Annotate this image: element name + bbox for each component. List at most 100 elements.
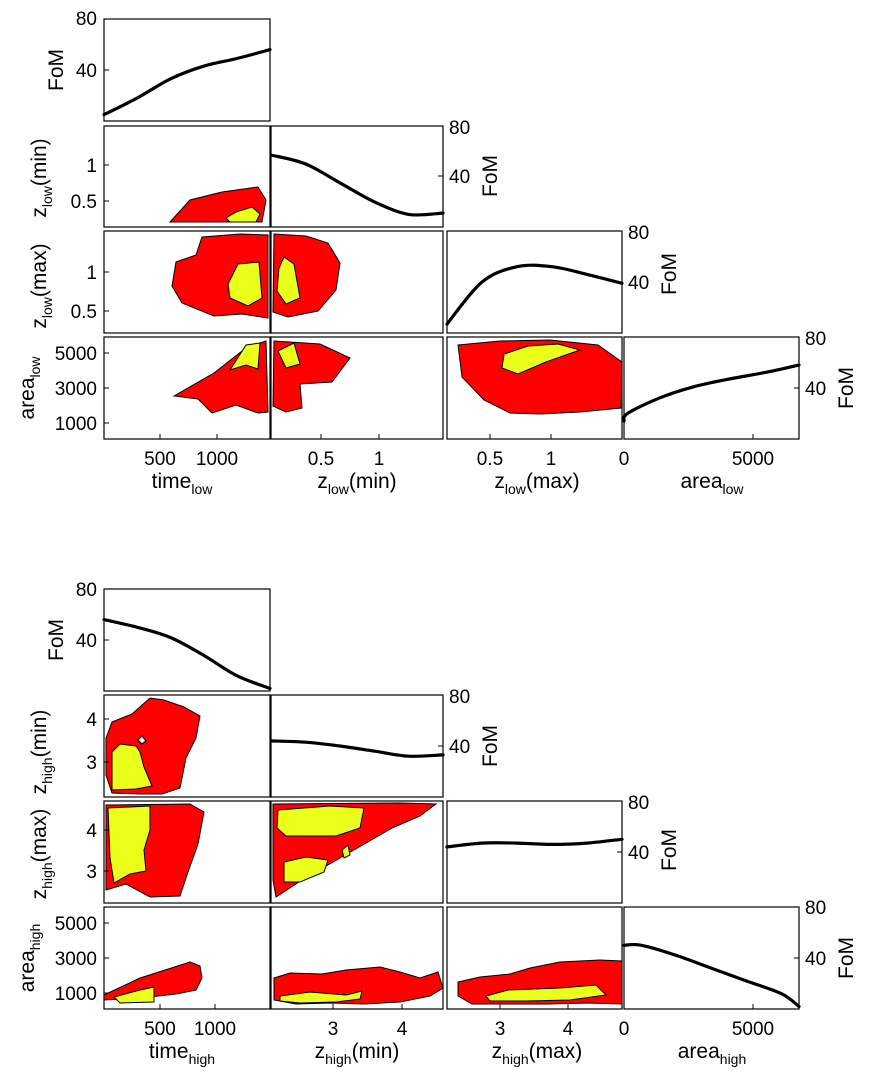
x-tick-label: 1 xyxy=(374,449,385,470)
panel-frame xyxy=(623,336,800,440)
y-tick-label: 5000 xyxy=(55,344,97,365)
y-tick-label: 4 xyxy=(86,710,97,731)
fom-axis-label: FoM xyxy=(45,49,68,91)
x-tick-label: 3 xyxy=(495,1019,506,1040)
x-axis-label: zhigh(max) xyxy=(492,1040,583,1067)
y-axis-label: arealow xyxy=(16,356,43,420)
contour-inner xyxy=(341,844,351,859)
x-tick-label: 1000 xyxy=(196,449,238,470)
y-tick-label: 0.5 xyxy=(71,192,97,213)
x-tick-label: 0.5 xyxy=(477,449,503,470)
fom-axis-label: FoM xyxy=(835,367,858,409)
x-tick-label: 500 xyxy=(144,1019,176,1040)
x-tick-label: 500 xyxy=(144,449,176,470)
corner-plot-high: 80 40 FoM 80 40 FoM 80 40 FoM 80 40 FoM … xyxy=(16,580,858,1067)
fom-curve-time-high xyxy=(102,618,272,691)
fom-tick-label: 80 xyxy=(76,580,97,601)
fom-curve-z-low-max xyxy=(445,263,624,326)
x-axis-label: timelow xyxy=(152,470,214,497)
panel-frame xyxy=(446,230,623,334)
x-tick-label: 0 xyxy=(619,1019,630,1040)
fom-tick-label: 40 xyxy=(805,379,826,400)
contour-inner xyxy=(113,986,155,1004)
fom-tick-label: 80 xyxy=(628,223,649,244)
panel-frame xyxy=(103,588,271,692)
panel-frame xyxy=(446,800,623,904)
y-tick-label: 3 xyxy=(86,862,97,883)
x-axis-label: areahigh xyxy=(678,1040,747,1067)
x-tick-label: 4 xyxy=(563,1019,574,1040)
y-tick-label: 1000 xyxy=(55,984,97,1005)
panel-frame xyxy=(270,694,444,798)
y-axis-label: zlow(min) xyxy=(28,138,55,217)
fom-tick-label: 40 xyxy=(628,273,649,294)
x-tick-label: 0 xyxy=(619,449,630,470)
y-tick-label: 5000 xyxy=(55,914,97,935)
panel-frame xyxy=(623,906,800,1010)
y-axis-label: zlow(max) xyxy=(28,243,55,328)
x-tick-label: 3 xyxy=(328,1019,339,1040)
fom-curve-z-high-min xyxy=(269,739,445,758)
fom-axis-label: FoM xyxy=(835,937,858,979)
fom-tick-label: 80 xyxy=(449,687,470,708)
y-tick-label: 3000 xyxy=(55,949,97,970)
fom-tick-label: 40 xyxy=(449,167,470,188)
fom-curve-z-low-min xyxy=(269,153,445,217)
fom-tick-label: 40 xyxy=(76,61,97,82)
x-tick-label: 4 xyxy=(397,1019,408,1040)
fom-tick-label: 80 xyxy=(76,9,97,30)
fom-tick-label: 80 xyxy=(628,793,649,814)
fom-axis-label: FoM xyxy=(479,725,502,767)
contour-inner xyxy=(107,805,151,884)
x-axis-label: timehigh xyxy=(149,1040,215,1067)
corner-plot-low: 80 40 FoM 80 40 FoM 80 40 FoM 80 40 FoM … xyxy=(16,9,858,497)
fom-curve-z-high-max xyxy=(445,837,624,849)
contour-inner xyxy=(501,343,582,375)
y-tick-label: 3000 xyxy=(55,379,97,400)
x-axis-label: zlow(max) xyxy=(494,470,579,497)
contour-inner xyxy=(279,990,363,1004)
x-tick-label: 5000 xyxy=(732,1019,774,1040)
panel-frame xyxy=(103,18,271,122)
contour-inner xyxy=(225,206,261,223)
y-tick-label: 0.5 xyxy=(71,302,97,323)
fom-curve-area-high xyxy=(622,942,801,1009)
y-tick-label: 1000 xyxy=(55,414,97,435)
contour-inner xyxy=(111,743,153,791)
x-tick-label: 5000 xyxy=(732,449,774,470)
fom-axis-label: FoM xyxy=(658,253,681,295)
contour-inner xyxy=(283,856,329,883)
y-tick-label: 1 xyxy=(86,263,97,284)
contour-inner xyxy=(228,342,261,371)
contour-inner xyxy=(227,261,263,307)
fom-tick-label: 80 xyxy=(805,329,826,350)
x-tick-label: 1 xyxy=(546,449,557,470)
fom-tick-label: 40 xyxy=(628,843,649,864)
y-axis-label: zhigh(max) xyxy=(28,809,55,900)
contour-outer xyxy=(457,339,623,415)
x-axis-label: zlow(min) xyxy=(317,470,396,497)
x-tick-label: 0.5 xyxy=(308,449,334,470)
contour-inner xyxy=(485,984,608,1002)
y-tick-label: 1 xyxy=(86,156,97,177)
panel-frame xyxy=(270,125,444,228)
x-axis-label: zhigh(min) xyxy=(315,1040,400,1067)
contour-inner xyxy=(276,256,301,305)
fom-tick-label: 40 xyxy=(805,949,826,970)
fom-tick-label: 80 xyxy=(449,118,470,139)
fom-tick-label: 80 xyxy=(805,898,826,919)
fom-tick-label: 40 xyxy=(449,737,470,758)
y-axis-label: zhigh(min) xyxy=(28,710,55,795)
x-tick-label: 1000 xyxy=(194,1019,236,1040)
fom-tick-label: 40 xyxy=(76,631,97,652)
x-axis-label: arealow xyxy=(680,470,744,497)
y-axis-label: areahigh xyxy=(16,924,43,993)
fom-axis-label: FoM xyxy=(658,829,681,871)
contour-inner xyxy=(277,342,301,369)
fom-axis-label: FoM xyxy=(479,155,502,197)
fom-curve-area-low xyxy=(622,363,801,423)
y-tick-label: 4 xyxy=(86,821,97,842)
fom-axis-label: FoM xyxy=(45,619,68,661)
contour-inner xyxy=(276,805,365,837)
